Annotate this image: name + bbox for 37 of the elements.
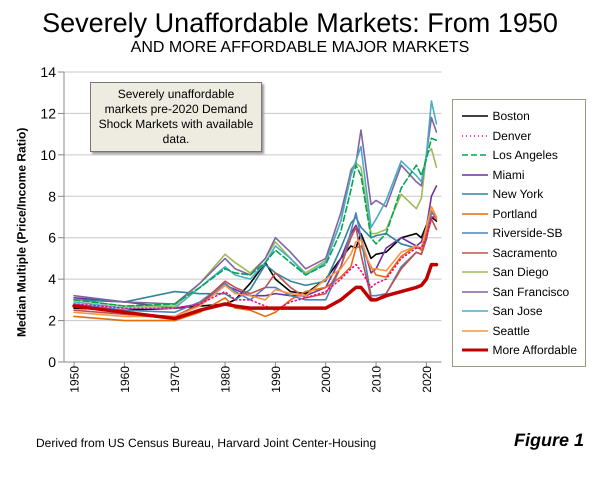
line-series	[73, 185, 438, 309]
y-tick-label: 0	[48, 354, 56, 370]
legend-label: Sacramento	[492, 246, 558, 260]
x-tick-label: 1980	[218, 366, 233, 393]
x-tick-label: 1970	[168, 366, 182, 393]
legend-label: San Jose	[492, 304, 543, 318]
x-tick-label: 2010	[370, 366, 384, 393]
x-tick-label: 2020	[420, 366, 434, 393]
y-tick-label: 8	[48, 188, 56, 204]
legend-label: Boston	[492, 109, 530, 123]
y-tick-label: 6	[48, 230, 56, 246]
text: Derived from US Census Bureau, Harvard Joint Center-Housing	[36, 436, 376, 450]
x-tick-label: 2000	[319, 366, 334, 393]
chart-title: Severely Unaffordable Markets: From 1950	[41, 8, 559, 38]
y-tick-label: 12	[40, 105, 56, 122]
x-tick-label: 1990	[268, 366, 283, 393]
legend-label: New York	[492, 187, 544, 201]
legend-label: San Francisco	[492, 284, 570, 298]
line-series	[72, 262, 438, 320]
legend-label: Denver	[492, 128, 532, 142]
caption: Figure 1	[514, 430, 584, 451]
x-tick-label: 1950	[68, 366, 82, 393]
legend-label: More Affordable	[492, 343, 577, 357]
y-tick-label: 4	[48, 271, 56, 288]
chart-subtitle: AND MORE AFFORDABLE MAJOR MARKETS	[130, 38, 470, 58]
legend-label: Riverside-SB	[492, 226, 563, 240]
x-tick-label: 1960	[118, 366, 132, 393]
y-tick-label: 10	[40, 146, 56, 163]
legend-label: Los Angeles	[492, 148, 558, 162]
legend-label: Seattle	[492, 324, 530, 338]
legend-label: San Diego	[492, 265, 549, 279]
legend-label: Portland	[492, 206, 538, 220]
y-tick-label: 2	[48, 312, 56, 329]
y-axis-title: Median Multiple (Price/Income Ratio)	[14, 128, 28, 337]
y-tick-label: 14	[40, 64, 56, 80]
legend-label: Miami	[492, 168, 524, 182]
annotation: Severely unaffordable markets pre-2020 Demand Shock Markets with available data.	[90, 82, 262, 152]
